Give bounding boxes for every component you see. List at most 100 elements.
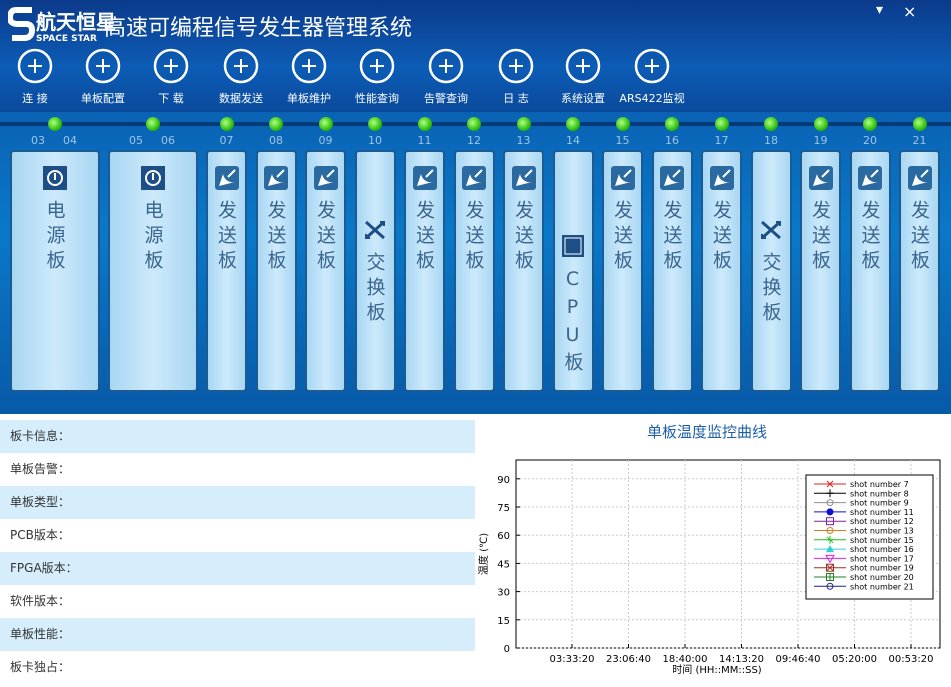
board-label: 发送板: [314, 200, 336, 275]
toolbar-label[interactable]: 连 接: [22, 92, 48, 105]
slot-number: 18: [764, 134, 778, 147]
toolbar-icon[interactable]: [496, 46, 536, 86]
toolbar-icon[interactable]: [563, 46, 603, 86]
board-icon: [214, 166, 239, 190]
board[interactable]: 电源板: [10, 150, 100, 392]
board[interactable]: 交换板: [354, 150, 396, 392]
icon-shape: [359, 48, 395, 84]
board[interactable]: 发送板: [651, 150, 693, 392]
y-tick-label: 30: [497, 588, 510, 599]
logo-sub: SPACE STAR: [36, 34, 97, 44]
toolbar-label[interactable]: 日 志: [503, 92, 529, 105]
board-label: 发送板: [908, 200, 930, 275]
info-row: 单板类型：: [0, 486, 475, 519]
board[interactable]: 电源板: [108, 150, 198, 392]
toolbar-label[interactable]: 系统设置: [561, 92, 605, 105]
legend-label: shot number 12: [850, 517, 914, 526]
board[interactable]: 发送板: [503, 150, 544, 392]
toolbar-icon[interactable]: [426, 46, 466, 86]
legend-label: shot number 17: [850, 554, 914, 563]
board[interactable]: 交换板: [750, 150, 792, 392]
x-tick-label: 00:53:20: [889, 654, 934, 665]
board-label: 发送板: [413, 200, 435, 275]
slot-number: 03: [31, 134, 45, 147]
toolbar-icon[interactable]: [632, 46, 672, 86]
slot-number: 09: [318, 134, 333, 147]
toolbar-label[interactable]: 单板配置: [81, 92, 125, 105]
chart: 单板温度监控曲线 时间 (HH::MM::SS) 温度 (℃) 0 15 30 45 6…: [477, 423, 941, 676]
info-row: 板卡信息：: [0, 420, 475, 453]
board[interactable]: 发送板: [305, 150, 346, 392]
legend-marker: [826, 489, 834, 498]
status-led: [615, 117, 630, 131]
slot-number: 21: [912, 134, 927, 147]
legend-marker: [826, 527, 834, 534]
toolbar-icon[interactable]: [83, 46, 123, 86]
board[interactable]: 发送板: [255, 150, 297, 392]
logo-mark: [8, 7, 36, 41]
toolbar-label[interactable]: 下 载: [158, 92, 184, 105]
icon-shape: [645, 59, 659, 73]
board[interactable]: 发送板: [404, 150, 445, 392]
board[interactable]: 发送板: [602, 150, 643, 392]
status-led: [912, 117, 927, 131]
legend-label: shot number 9: [850, 499, 909, 508]
board-icon: [907, 166, 932, 190]
board-label: 发送板: [215, 200, 237, 275]
board-icon: ​: [562, 235, 584, 257]
status-led: [764, 117, 778, 131]
legend-marker: [826, 535, 834, 544]
chart-title: 单板温度监控曲线: [647, 423, 767, 441]
toolbar-label[interactable]: 性能查询: [355, 92, 399, 105]
toolbar-label[interactable]: 单板维护: [287, 92, 331, 105]
board-label: CPU板: [561, 268, 584, 377]
toolbar-icon[interactable]: [357, 46, 397, 86]
status-led: [665, 117, 679, 131]
legend-label: shot number 13: [850, 527, 914, 536]
board-icon: [365, 220, 385, 239]
slot-number: 13: [516, 134, 531, 147]
board[interactable]: 发送板: [701, 150, 742, 392]
board[interactable]: 发送板: [849, 150, 891, 392]
icon-shape: [576, 59, 590, 73]
legend-marker: [827, 574, 833, 580]
slot-number: 08: [269, 134, 283, 147]
slot-number: 15: [615, 134, 630, 147]
board[interactable]: 发送板: [899, 150, 940, 392]
toolbar-label[interactable]: 告警查询: [424, 92, 468, 105]
board-label: 发送板: [512, 200, 534, 275]
toolbar-icon[interactable]: [221, 46, 261, 86]
board[interactable]: 发送板: [453, 150, 495, 392]
board-icon: [313, 166, 338, 190]
icon-shape: [234, 59, 248, 73]
status-led: [467, 117, 481, 131]
slot-number: 05: [129, 134, 143, 147]
toolbar-label[interactable]: 数据发送: [219, 92, 263, 105]
icon-shape: [291, 48, 327, 84]
status-led: [417, 117, 432, 131]
board-label: 交换板: [759, 251, 782, 327]
header: 航天恒星 SPACE STAR 高速可编程信号发生器管理系统 ▾ × 连 接 单板…: [0, 0, 951, 112]
board-icon: [761, 220, 781, 239]
info-row: 板卡独占：: [0, 651, 475, 684]
toolbar-label[interactable]: ARS422监视: [619, 92, 685, 105]
toolbar-icon[interactable]: [15, 46, 55, 86]
board-label: 发送板: [611, 200, 633, 275]
board[interactable]: ​ CPU板: [552, 150, 594, 392]
board-icon: [610, 166, 635, 190]
status-led: [863, 117, 877, 131]
board[interactable]: 发送板: [800, 150, 841, 392]
toolbar-icon[interactable]: [289, 46, 329, 86]
board[interactable]: 发送板: [206, 150, 247, 392]
status-led: [48, 117, 62, 131]
y-tick-label: 45: [497, 559, 510, 570]
slot-number: 17: [714, 134, 729, 147]
legend-label: shot number 7: [850, 480, 909, 489]
toolbar-icon[interactable]: [151, 46, 191, 86]
close-button[interactable]: ×: [903, 2, 917, 21]
icon-shape: [370, 59, 384, 73]
menu-button[interactable]: ▾: [876, 2, 884, 18]
legend-label: shot number 11: [850, 508, 914, 517]
x-tick-label: 14:13:20: [719, 654, 764, 665]
board-label: 电源板: [141, 200, 164, 275]
